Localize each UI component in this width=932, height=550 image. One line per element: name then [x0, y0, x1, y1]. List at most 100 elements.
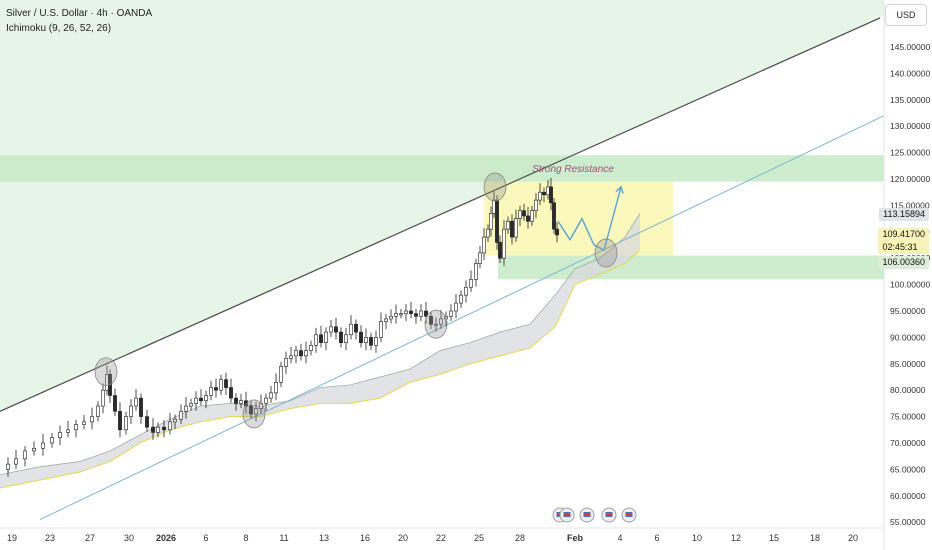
event-flag-icon[interactable] [621, 507, 637, 523]
event-flag-icon[interactable] [601, 507, 617, 523]
candle [173, 414, 177, 430]
candle [113, 388, 117, 417]
candle-body [151, 426, 155, 433]
candle [434, 317, 438, 332]
candle-body [314, 334, 318, 346]
candle [229, 378, 233, 403]
y-tick-label: 95.00000 [890, 306, 926, 316]
candle-body [449, 310, 453, 317]
candle-body [162, 426, 166, 431]
candle [359, 325, 363, 348]
x-tick-label: 18 [810, 533, 820, 543]
candle-body [14, 458, 18, 465]
x-tick-label: 23 [45, 533, 55, 543]
candle [234, 393, 238, 411]
resistance-label: Strong Resistance [532, 164, 614, 175]
candle [552, 198, 556, 234]
candle-body [309, 345, 313, 351]
y-tick-label: 85.00000 [890, 359, 926, 369]
lower-trend-line[interactable] [39, 115, 885, 521]
candle [522, 203, 526, 221]
candle [6, 457, 10, 477]
candle [486, 224, 490, 242]
candle-body [334, 326, 338, 333]
symbol-title: Silver / U.S. Dollar · 4h · OANDA [6, 8, 153, 19]
event-flag-icon[interactable] [559, 507, 575, 523]
candle-body [389, 315, 393, 320]
candle-body [469, 279, 473, 288]
upper-trend-line[interactable] [0, 17, 881, 412]
candle [464, 280, 468, 303]
x-tick-label: 13 [319, 533, 329, 543]
candle-body [139, 397, 143, 417]
candle-body [168, 421, 172, 431]
candle [474, 258, 478, 287]
y-tick-label: 70.00000 [890, 438, 926, 448]
candle-body [229, 387, 233, 399]
upper-channel-shade [0, 0, 884, 412]
candle [319, 325, 323, 348]
candle [299, 343, 303, 361]
candle-body [299, 350, 303, 357]
candle-body [58, 432, 62, 439]
x-tick-label: 16 [360, 533, 370, 543]
candle-body [329, 326, 333, 333]
candle [495, 195, 499, 250]
candle [549, 177, 553, 211]
indicator-label[interactable]: Ichimoku (9, 26, 52, 26) [6, 23, 112, 34]
candle [274, 373, 278, 401]
candle-body [219, 379, 223, 391]
candle [384, 314, 388, 329]
y-tick-label: 130.00000 [890, 121, 930, 131]
y-tick-label: 75.00000 [890, 412, 926, 422]
candle-body [234, 397, 238, 404]
candle [454, 294, 458, 319]
candle-body [90, 416, 94, 423]
candle-body [319, 334, 323, 343]
candle [354, 319, 358, 340]
candle [279, 361, 283, 388]
candle [50, 432, 54, 448]
x-tick-label: 20 [848, 533, 858, 543]
currency-button[interactable]: USD [885, 4, 927, 26]
candle [429, 311, 433, 329]
resistance-zone [0, 155, 884, 182]
candle-body [124, 416, 128, 431]
candle [526, 206, 530, 229]
y-tick-label: 60.00000 [890, 491, 926, 501]
highlight-circle [94, 357, 118, 387]
candle-body [369, 337, 373, 346]
candle-body [414, 313, 418, 317]
x-tick-label: 28 [515, 533, 525, 543]
candle-body [429, 315, 433, 325]
candle [498, 235, 502, 263]
candle [284, 351, 288, 374]
candle-body [555, 228, 559, 236]
y-tick-label: 90.00000 [890, 332, 926, 342]
candle-body [249, 405, 253, 415]
candle-body [32, 447, 36, 452]
x-tick-label: 20 [398, 533, 408, 543]
candle [294, 345, 298, 364]
candle [314, 327, 318, 353]
candle-body [209, 387, 213, 396]
candle [510, 214, 514, 245]
candle-body [82, 421, 86, 425]
candle-body [239, 400, 243, 404]
candle-body [399, 313, 403, 316]
candle [74, 419, 78, 438]
projection-arrow [615, 185, 624, 194]
candle [151, 418, 155, 440]
event-flag-icon[interactable] [579, 507, 595, 523]
candle [324, 327, 328, 351]
cloud-span-a [0, 213, 641, 476]
ichimoku-cloud [0, 213, 640, 488]
candle [101, 383, 105, 414]
candle-body [118, 411, 122, 431]
candle [304, 341, 308, 364]
candle-body [224, 379, 228, 388]
candle [349, 315, 353, 340]
candle-body [486, 228, 490, 238]
candle [41, 434, 45, 456]
